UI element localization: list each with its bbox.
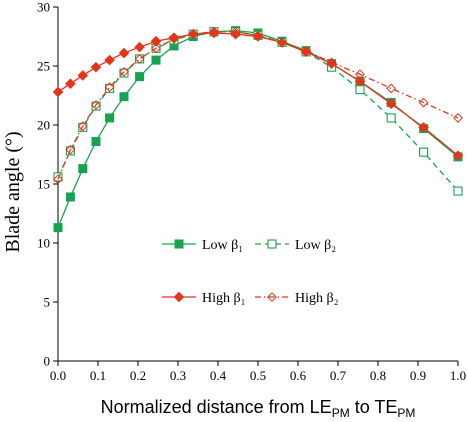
data-point-high-beta2: [53, 174, 63, 185]
y-tick-label: 0: [44, 354, 51, 369]
data-point-low-beta1: [135, 72, 145, 82]
x-tick-label: 0.6: [290, 368, 307, 383]
data-point-high-beta2: [188, 29, 199, 40]
data-point-low-beta1: [53, 223, 63, 233]
x-axis-label: Normalized distance from LEPM to TEPM: [101, 397, 416, 420]
data-point-low-beta2: [105, 83, 115, 93]
data-point-high-beta1: [326, 58, 337, 69]
data-point-low-beta1: [65, 192, 75, 202]
data-point-high-beta2: [253, 30, 263, 41]
x-tick-label: 0.9: [410, 368, 426, 383]
data-point-low-beta1: [119, 92, 129, 102]
data-point-high-beta2: [134, 54, 145, 64]
legend-marker: [174, 239, 184, 249]
data-point-low-beta2: [453, 186, 463, 196]
legend-label: Low β₂: [295, 238, 336, 253]
y-tick-label: 10: [37, 236, 50, 251]
x-tick-label: 1.0: [450, 368, 466, 383]
data-point-high-beta2: [77, 121, 88, 132]
data-point-high-beta1: [77, 70, 89, 81]
x-tick-label: 0.5: [250, 368, 266, 383]
data-point-high-beta2: [209, 26, 219, 37]
data-point-high-beta2: [277, 37, 287, 48]
legend-marker: [267, 292, 277, 302]
data-point-high-beta1: [90, 61, 102, 73]
data-point-high-beta2: [453, 113, 463, 123]
legend-item-high-beta2: High β₂: [255, 291, 339, 306]
data-point-low-beta1: [78, 164, 88, 174]
data-point-low-beta1: [151, 55, 161, 65]
legend: Low β₁ Low β₂ High β₁ High β₂: [162, 238, 339, 306]
data-point-high-beta1: [385, 98, 397, 110]
legend-item-high-beta1: High β₁: [162, 291, 246, 306]
data-point-low-beta2: [386, 113, 396, 123]
data-point-high-beta2: [386, 83, 397, 94]
legend-item-low-beta1: Low β₁: [162, 238, 243, 253]
data-point-high-beta1: [354, 76, 366, 87]
series-line-low-beta1: [57, 29, 459, 228]
axes: 0 5 10 15 20 25 30 0.0 0.1 0.2 0.3 0.4 0.5 0.6 0.7 0.8 0…: [37, 0, 466, 383]
data-point-high-beta1: [252, 31, 264, 42]
x-tick-label: 0.0: [50, 368, 66, 383]
data-point-high-beta2: [326, 57, 337, 68]
data-point-low-beta1: [91, 137, 101, 147]
x-tick-label: 0.4: [210, 368, 227, 383]
y-tick-label: 30: [37, 0, 50, 15]
data-point-high-beta2: [355, 69, 365, 80]
x-tick-label: 0.3: [170, 368, 186, 383]
data-point-low-beta2: [53, 172, 63, 182]
x-tick-label: 0.7: [330, 368, 347, 383]
data-point-low-beta2: [135, 54, 145, 64]
data-point-high-beta1: [418, 122, 429, 133]
data-point-high-beta2: [65, 144, 76, 155]
data-point-high-beta2: [151, 43, 161, 54]
legend-label: Low β₁: [202, 238, 243, 253]
legend-item-low-beta2: Low β₂: [255, 238, 336, 253]
data-point-high-beta1: [52, 86, 64, 98]
x-tick-label: 0.1: [90, 368, 106, 383]
y-tick-label: 20: [37, 118, 50, 133]
data-point-low-beta2: [119, 68, 129, 78]
series-line-high-beta2: [57, 31, 459, 180]
series-layer: [52, 26, 464, 233]
y-tick-label: 25: [37, 59, 50, 74]
data-point-high-beta1: [104, 54, 115, 66]
data-point-high-beta1: [150, 35, 162, 47]
series-high-beta1: [52, 27, 464, 161]
data-point-high-beta2: [418, 97, 429, 108]
data-point-high-beta2: [230, 26, 241, 37]
data-point-high-beta1: [118, 47, 130, 59]
data-point-high-beta1: [65, 78, 76, 90]
y-axis-label: Blade angle (°): [2, 131, 24, 252]
data-point-high-beta2: [119, 66, 129, 77]
legend-marker: [267, 239, 277, 249]
series-line-high-beta1: [57, 32, 459, 157]
data-point-high-beta1: [134, 41, 145, 53]
data-point-high-beta2: [301, 45, 311, 56]
y-tick-label: 5: [44, 295, 51, 310]
legend-label: High β₁: [202, 291, 246, 306]
legend-marker: [173, 291, 185, 303]
legend-label: High β₂: [295, 291, 339, 306]
data-point-high-beta2: [169, 33, 179, 44]
data-point-low-beta2: [419, 147, 429, 157]
data-point-high-beta2: [91, 100, 101, 110]
data-point-low-beta1: [105, 113, 115, 123]
data-point-low-beta2: [355, 85, 365, 95]
x-tick-label: 0.8: [370, 368, 386, 383]
series-high-beta2: [53, 26, 463, 185]
y-tick-label: 15: [37, 177, 50, 192]
data-point-high-beta2: [104, 82, 115, 93]
data-point-high-beta1: [452, 150, 464, 161]
x-tick-label: 0.2: [130, 368, 146, 383]
